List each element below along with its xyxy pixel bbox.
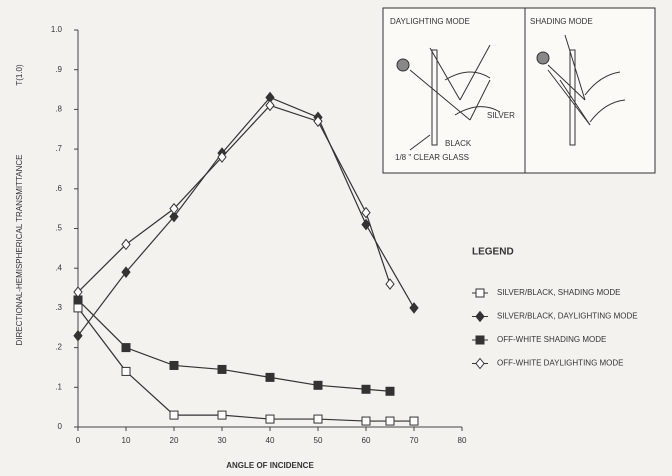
y-tick-label: .5	[55, 224, 62, 233]
marker	[121, 343, 131, 353]
y-tick-label: .6	[55, 184, 62, 193]
marker	[313, 380, 323, 390]
marker	[265, 99, 275, 112]
marker	[265, 372, 275, 382]
marker	[313, 115, 323, 128]
x-tick-label: 0	[76, 436, 81, 445]
y-tick-label: 1.0	[51, 25, 63, 34]
legend-label: SILVER/BLACK, SHADING MODE	[497, 288, 620, 297]
marker	[361, 384, 371, 394]
marker	[265, 414, 275, 424]
x-tick-label: 50	[314, 436, 323, 445]
marker	[169, 202, 179, 215]
inset-diagram	[382, 7, 656, 174]
marker	[121, 266, 131, 278]
marker	[217, 151, 227, 163]
y-axis-note: T(1.0)	[15, 64, 24, 86]
y-tick-label: 0	[58, 422, 63, 431]
legend-label: OFF-WHITE DAYLIGHTING MODE	[497, 359, 624, 368]
series-line	[77, 96, 415, 337]
marker	[385, 278, 395, 290]
x-axis-label: ANGLE OF INCIDENCE	[226, 461, 314, 470]
legend-marker	[475, 335, 485, 345]
x-tick-label: 80	[458, 436, 467, 445]
marker	[217, 410, 227, 420]
inset-label: 1/8 " CLEAR GLASS	[395, 153, 469, 162]
series-line	[77, 299, 391, 392]
legend-label: SILVER/BLACK, DAYLIGHTING MODE	[497, 312, 638, 321]
marker	[121, 238, 131, 251]
y-tick-label: .3	[55, 303, 62, 312]
marker	[169, 360, 179, 370]
marker	[409, 416, 419, 426]
marker	[385, 386, 395, 396]
legend-label: OFF-WHITE SHADING MODE	[497, 335, 606, 344]
marker	[73, 286, 83, 298]
marker	[361, 416, 371, 426]
inset-panel-title: SHADING MODE	[530, 17, 593, 26]
marker	[361, 206, 371, 219]
marker	[313, 414, 323, 424]
marker	[169, 210, 179, 223]
x-tick-label: 60	[362, 436, 371, 445]
x-tick-label: 70	[410, 436, 419, 445]
series-line	[77, 307, 414, 422]
inset-panel-title: DAYLIGHTING MODE	[390, 17, 470, 26]
marker	[217, 364, 227, 374]
legend-marker	[475, 357, 485, 370]
y-tick-label: .7	[55, 144, 62, 153]
marker	[385, 416, 395, 426]
y-tick-label: .9	[55, 65, 62, 74]
marker	[73, 329, 83, 342]
x-tick-label: 20	[170, 436, 179, 445]
legend-title: LEGEND	[472, 247, 514, 258]
x-tick-label: 10	[122, 436, 131, 445]
inset-label: BLACK	[445, 139, 472, 148]
legend-marker	[475, 288, 485, 298]
marker	[409, 302, 419, 314]
marker	[73, 303, 83, 313]
x-tick-label: 40	[266, 436, 275, 445]
series-line	[77, 104, 391, 293]
y-tick-label: .8	[55, 105, 62, 114]
y-tick-label: .2	[55, 343, 62, 352]
marker	[361, 218, 371, 231]
marker	[169, 410, 179, 420]
x-tick-label: 30	[218, 436, 227, 445]
y-tick-label: .4	[55, 263, 62, 272]
legend-marker	[475, 310, 485, 323]
marker	[121, 366, 131, 376]
y-tick-label: .1	[55, 382, 62, 391]
y-axis-label: DIRECTIONAL-HEMISPHERICAL TRANSMITTANCE	[15, 155, 24, 346]
inset-label: SILVER	[487, 111, 515, 120]
